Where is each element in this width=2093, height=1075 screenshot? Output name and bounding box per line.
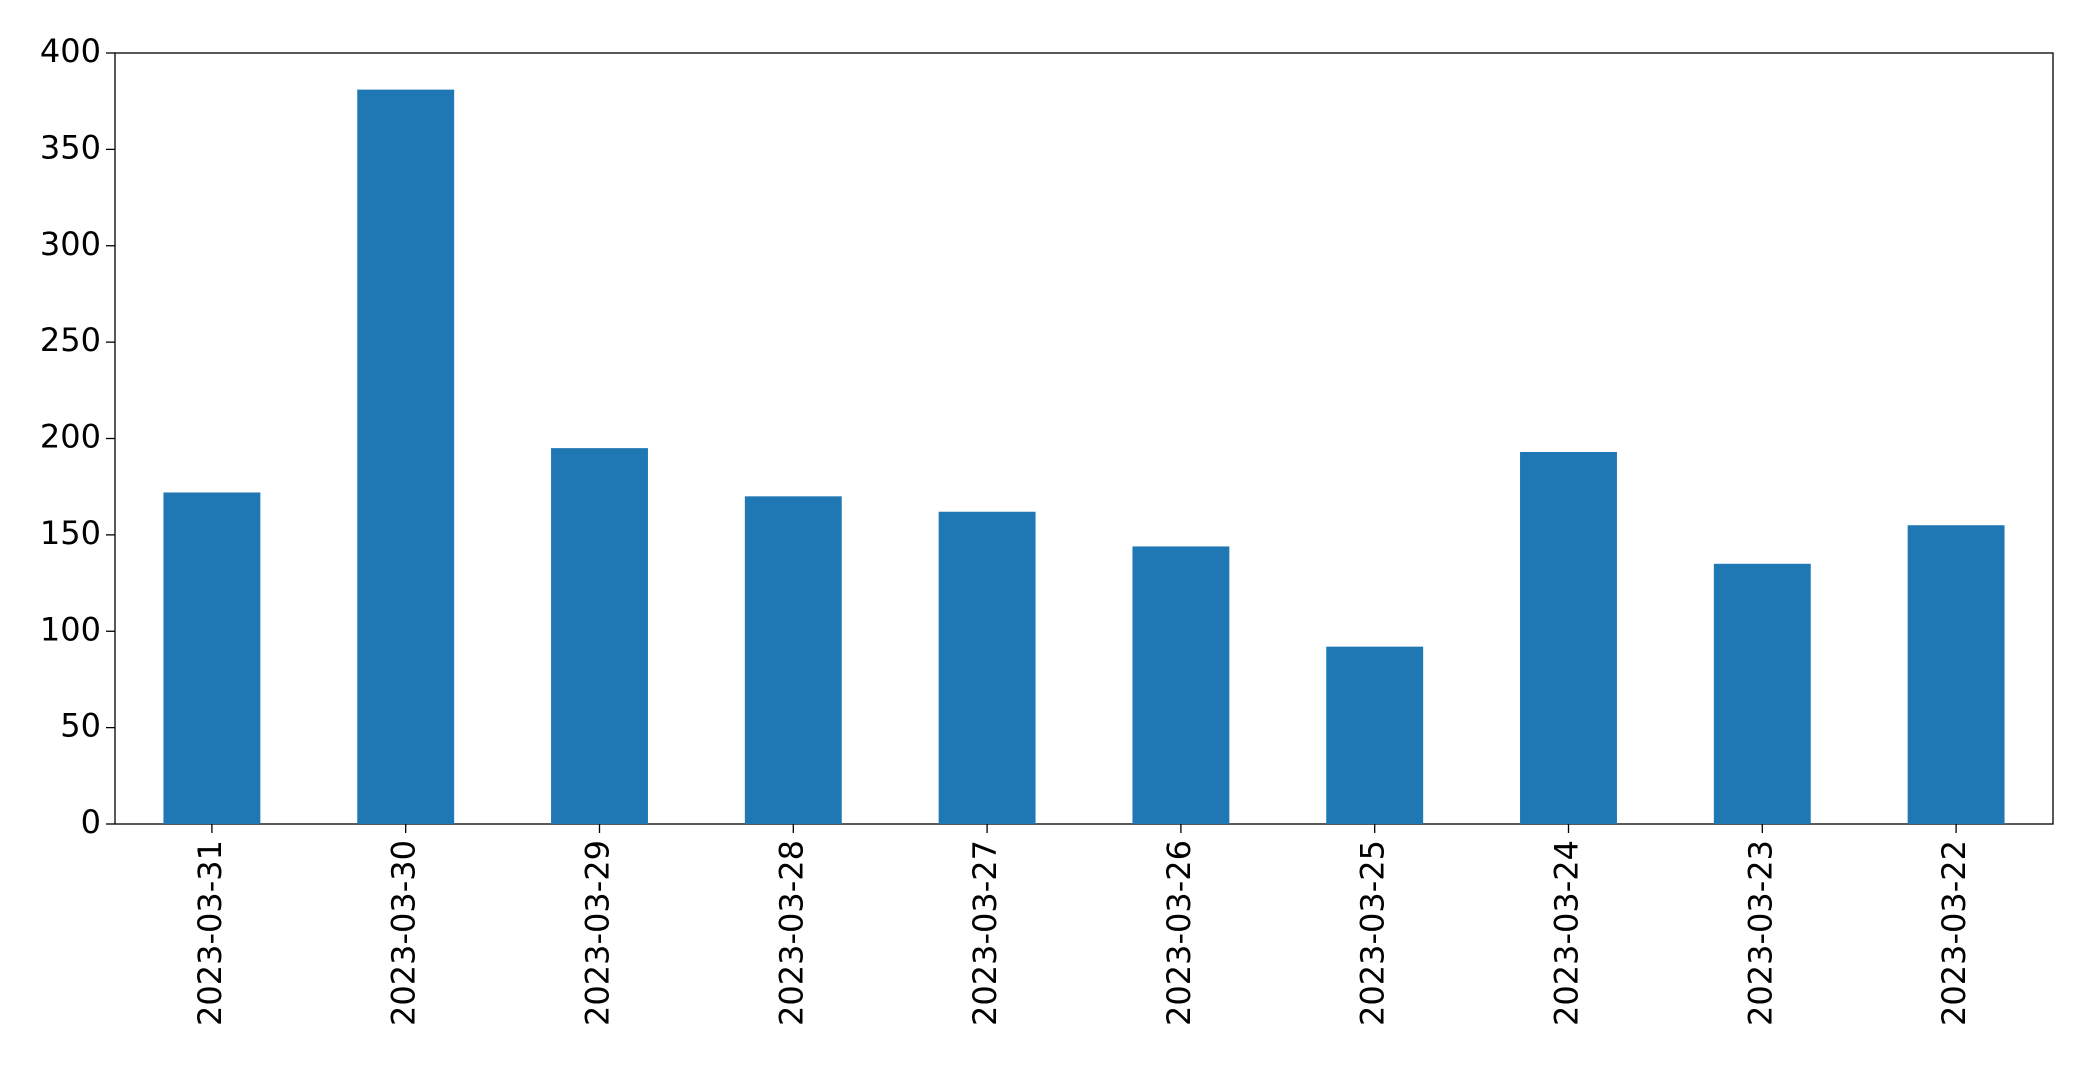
y-tick-label: 400 [40, 32, 101, 70]
x-tick-label: 2023-03-30 [385, 840, 423, 1026]
bar [1907, 525, 2005, 824]
y-tick-label: 250 [40, 321, 101, 359]
x-tick-label: 2023-03-24 [1548, 840, 1586, 1026]
x-tick-label: 2023-03-23 [1741, 840, 1779, 1026]
x-tick-label: 2023-03-29 [579, 840, 617, 1026]
y-tick-label: 0 [81, 803, 101, 841]
y-tick-label: 50 [60, 707, 101, 745]
bar [551, 448, 648, 824]
y-tick-label: 150 [40, 514, 101, 552]
x-tick-label: 2023-03-25 [1354, 840, 1392, 1026]
bar [357, 89, 455, 824]
y-tick-label: 200 [40, 418, 101, 456]
x-tick-label: 2023-03-27 [966, 840, 1004, 1026]
x-tick-label: 2023-03-28 [772, 840, 810, 1026]
bar [744, 496, 842, 824]
bar [938, 511, 1036, 824]
y-tick-label: 350 [40, 128, 101, 166]
bar [1713, 563, 1811, 824]
x-tick-label: 2023-03-26 [1160, 840, 1198, 1026]
x-tick-label: 2023-03-31 [191, 840, 229, 1026]
bar [1132, 546, 1230, 824]
bar [1520, 451, 1617, 824]
bar [1326, 646, 1424, 824]
x-tick-label: 2023-03-22 [1935, 840, 1973, 1026]
y-tick-label: 300 [40, 225, 101, 263]
bar [163, 492, 261, 824]
y-tick-label: 100 [40, 610, 101, 648]
